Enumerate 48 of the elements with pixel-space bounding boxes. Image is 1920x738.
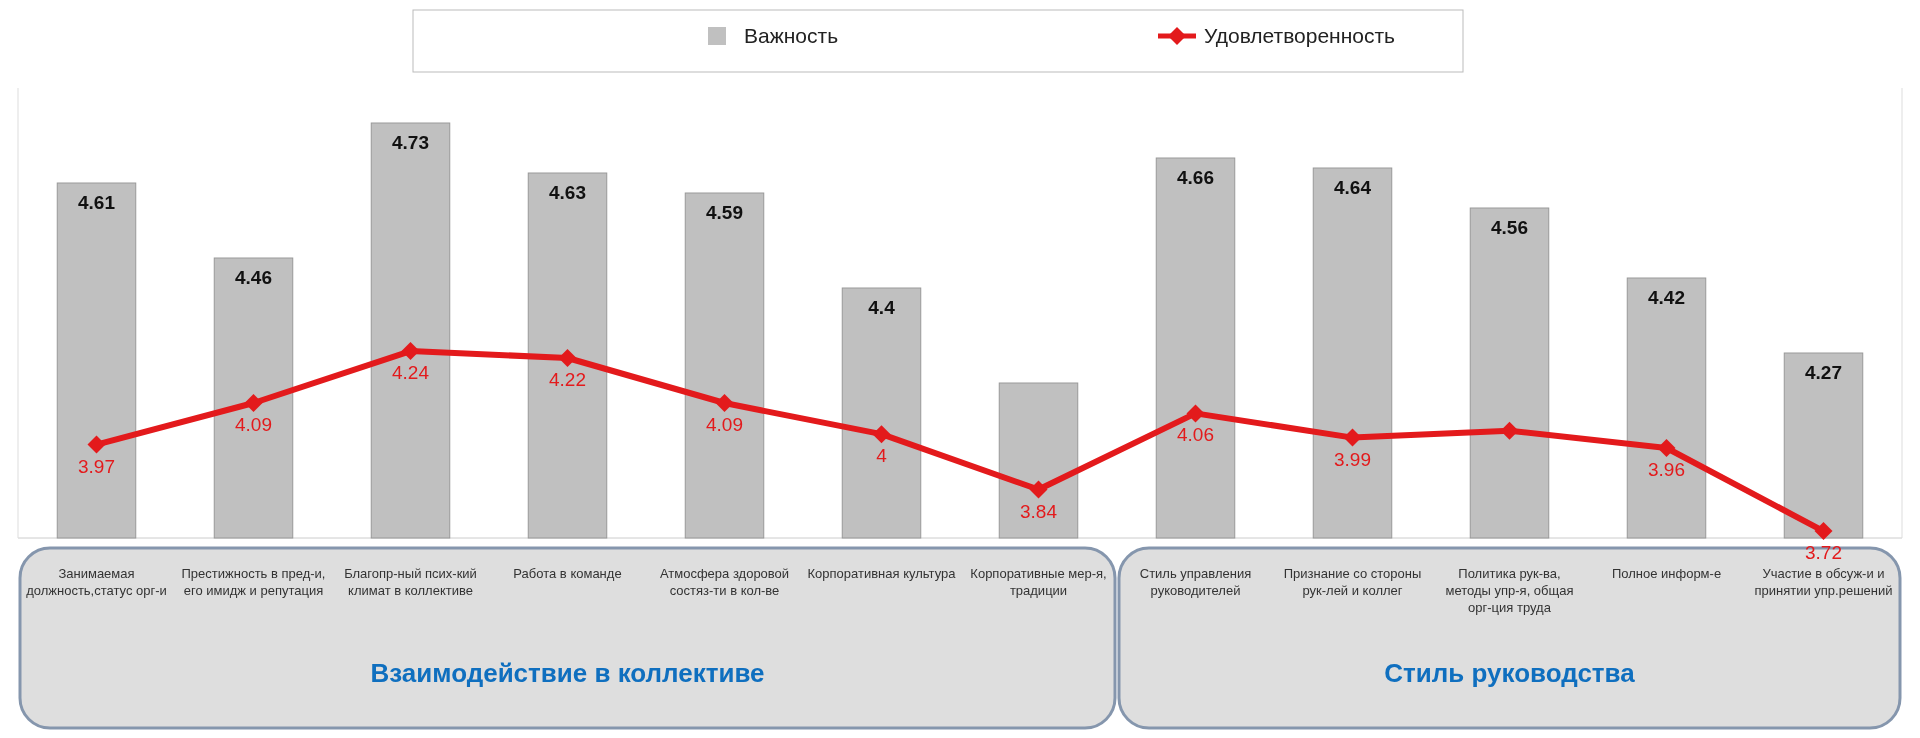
data-label: 4.09 (706, 414, 743, 435)
data-label: 4.61 (78, 192, 116, 213)
data-label: 4.64 (1334, 177, 1372, 198)
point (1657, 439, 1676, 457)
data-label: 3.96 (1648, 459, 1685, 480)
data-label: 4.59 (706, 202, 743, 223)
data-label: 4.09 (235, 414, 272, 435)
data-label: 4.56 (1491, 217, 1528, 238)
data-label: 3.72 (1805, 542, 1842, 564)
data-label: 4.06 (1177, 424, 1214, 446)
data-label: 4.46 (235, 267, 272, 288)
text: Стиль руководства (1384, 658, 1636, 688)
x-tick-label: Признание со стороны рук-лей и коллег (1283, 566, 1422, 598)
data-label: 4.66 (1177, 167, 1214, 188)
x-tick-label: Корпоративная культура (807, 566, 957, 581)
data-label: 4.4 (868, 297, 896, 318)
x-tick-label: Участие в обсуж-и и принятии упр.решений (1754, 566, 1893, 598)
x-tick-label: Занимаемая должность,статус орг-и (26, 566, 167, 598)
data-label: 3.97 (78, 455, 115, 477)
x-tick-label: Полное информ-е (1611, 566, 1722, 581)
point (872, 425, 891, 444)
data-label: 4.24 (392, 362, 430, 384)
legend-label: Важность (744, 24, 839, 47)
legend-label: Удовлетворенность (1204, 24, 1396, 47)
data-label: 4.42 (1648, 287, 1685, 308)
data-label: 4.22 (549, 369, 586, 390)
data-label: 4.27 (1805, 362, 1842, 383)
point (87, 435, 106, 454)
x-tick-label: Престижность в пред-и, его имидж и репутация (181, 566, 326, 598)
point (1186, 404, 1205, 423)
data-label: 3.84 (1020, 500, 1058, 522)
text: Взаимодействие в коллективе (370, 658, 765, 688)
x-tick-label: Стиль управления руководителей (1139, 566, 1252, 598)
x-tick-label: Благопр-ный псих-кий климат в коллективе (344, 566, 477, 598)
data-label: 4.73 (392, 132, 429, 153)
point (715, 394, 734, 412)
point (1814, 522, 1833, 541)
data-label: 4 (876, 445, 888, 467)
x-tick-label: Работа в команде (513, 566, 622, 581)
point (244, 394, 263, 412)
point (1029, 480, 1048, 499)
x-tick-label: Политика рук-ва, методы упр-я, общая орг-ция труда (1445, 566, 1574, 615)
x-tick-label: Корпоративные мер-я, традиции (970, 566, 1107, 598)
data-label: 4.63 (549, 182, 586, 203)
x-tick-label: Атмосфера здоровой состяз-ти в кол-ве (659, 566, 790, 598)
point (558, 349, 577, 367)
data-label: 3.99 (1334, 448, 1371, 470)
point (401, 342, 420, 361)
